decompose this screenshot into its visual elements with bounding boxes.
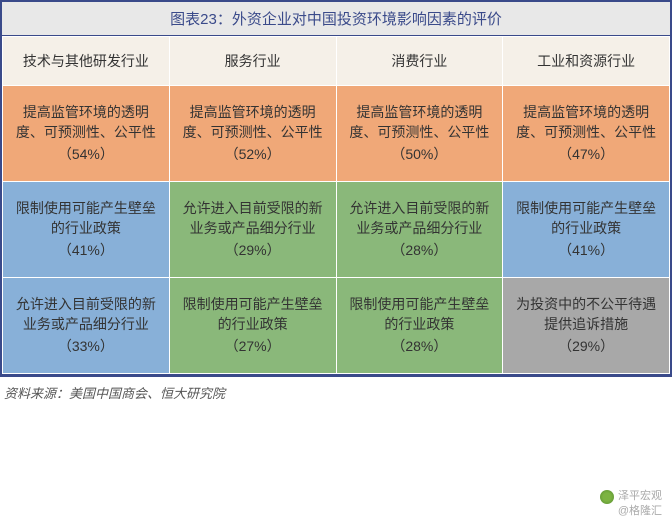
table-cell: 限制使用可能产生壁垒的行业政策（41%） [503,182,670,278]
cell-percentage: （50%） [343,144,497,164]
cell-percentage: （28%） [343,336,497,356]
chart-container: 图表23：外资企业对中国投资环境影响因素的评价 技术与其他研发行业服务行业消费行… [0,0,672,376]
cell-text: 限制使用可能产生壁垒的行业政策 [343,295,497,334]
cell-text: 为投资中的不公平待遇提供追诉措施 [509,295,663,334]
cell-text: 允许进入目前受限的新业务或产品细分行业 [176,199,330,238]
column-header: 消费行业 [336,37,503,86]
table-cell: 允许进入目前受限的新业务或产品细分行业（33%） [3,278,170,374]
column-header: 技术与其他研发行业 [3,37,170,86]
chart-title: 图表23：外资企业对中国投资环境影响因素的评价 [2,2,670,36]
data-table: 技术与其他研发行业服务行业消费行业工业和资源行业提高监管环境的透明度、可预测性、… [2,36,670,374]
cell-text: 限制使用可能产生壁垒的行业政策 [509,199,663,238]
cell-percentage: （41%） [9,240,163,260]
table-cell: 为投资中的不公平待遇提供追诉措施（29%） [503,278,670,374]
table-cell: 限制使用可能产生壁垒的行业政策（27%） [169,278,336,374]
source-footer: 资料来源：美国中国商会、恒大研究院 [0,376,672,402]
table-cell: 提高监管环境的透明度、可预测性、公平性（50%） [336,86,503,182]
watermark: 泽平宏观 @格隆汇 [600,489,662,518]
cell-text: 限制使用可能产生壁垒的行业政策 [176,295,330,334]
wechat-icon [600,490,614,504]
table-cell: 允许进入目前受限的新业务或产品细分行业（29%） [169,182,336,278]
cell-text: 提高监管环境的透明度、可预测性、公平性 [9,103,163,142]
cell-percentage: （41%） [509,240,663,260]
cell-percentage: （52%） [176,144,330,164]
cell-text: 提高监管环境的透明度、可预测性、公平性 [509,103,663,142]
cell-text: 允许进入目前受限的新业务或产品细分行业 [9,295,163,334]
table-cell: 允许进入目前受限的新业务或产品细分行业（28%） [336,182,503,278]
table-row: 提高监管环境的透明度、可预测性、公平性（54%）提高监管环境的透明度、可预测性、… [3,86,670,182]
table-cell: 提高监管环境的透明度、可预测性、公平性（54%） [3,86,170,182]
cell-percentage: （54%） [9,144,163,164]
header-row: 技术与其他研发行业服务行业消费行业工业和资源行业 [3,37,670,86]
cell-percentage: （29%） [509,336,663,356]
table-cell: 限制使用可能产生壁垒的行业政策（28%） [336,278,503,374]
cell-percentage: （27%） [176,336,330,356]
cell-text: 提高监管环境的透明度、可预测性、公平性 [176,103,330,142]
cell-text: 允许进入目前受限的新业务或产品细分行业 [343,199,497,238]
column-header: 工业和资源行业 [503,37,670,86]
cell-text: 限制使用可能产生壁垒的行业政策 [9,199,163,238]
watermark-line1: 泽平宏观 [618,489,662,503]
table-row: 限制使用可能产生壁垒的行业政策（41%）允许进入目前受限的新业务或产品细分行业（… [3,182,670,278]
column-header: 服务行业 [169,37,336,86]
cell-percentage: （47%） [509,144,663,164]
table-cell: 提高监管环境的透明度、可预测性、公平性（52%） [169,86,336,182]
table-cell: 提高监管环境的透明度、可预测性、公平性（47%） [503,86,670,182]
cell-percentage: （29%） [176,240,330,260]
cell-text: 提高监管环境的透明度、可预测性、公平性 [343,103,497,142]
table-cell: 限制使用可能产生壁垒的行业政策（41%） [3,182,170,278]
cell-percentage: （33%） [9,336,163,356]
cell-percentage: （28%） [343,240,497,260]
table-row: 允许进入目前受限的新业务或产品细分行业（33%）限制使用可能产生壁垒的行业政策（… [3,278,670,374]
watermark-line2: @格隆汇 [600,504,662,518]
